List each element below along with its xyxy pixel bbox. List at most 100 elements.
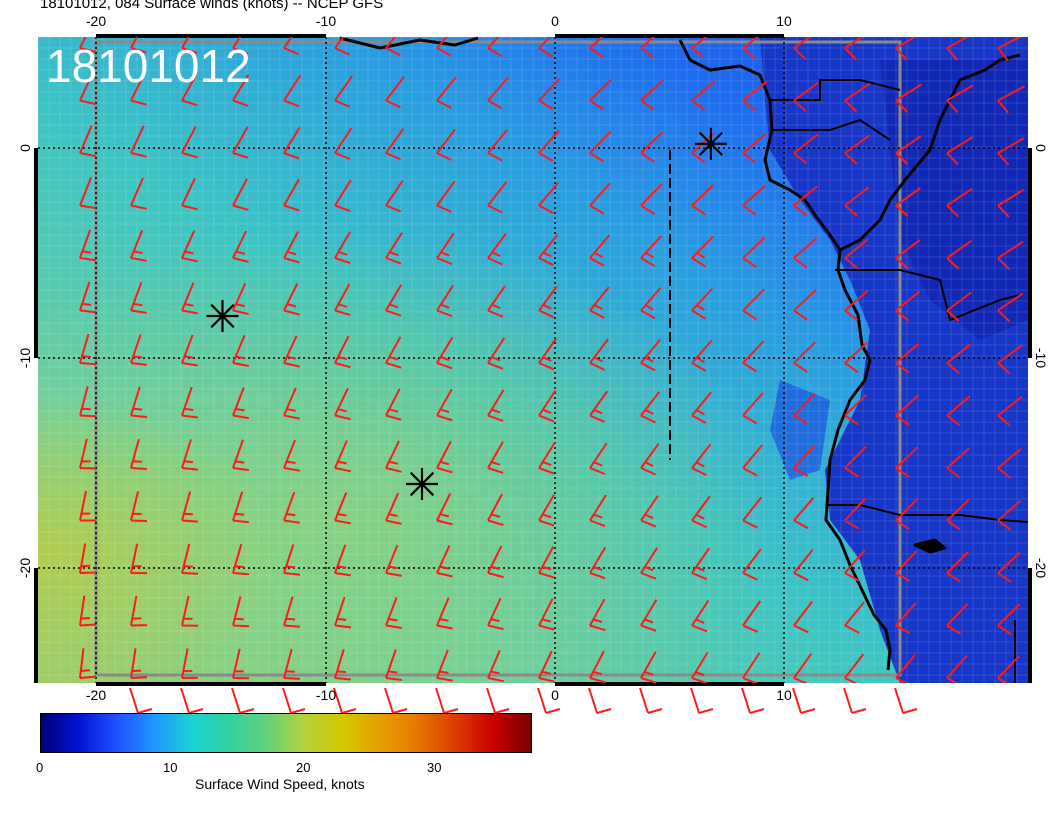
wind-barb — [487, 337, 506, 370]
wind-barb — [997, 448, 1022, 479]
wind-barb — [691, 37, 708, 59]
wind-barb — [283, 37, 300, 56]
wind-barb — [946, 136, 974, 166]
wind-barb — [895, 394, 919, 426]
wind-barb — [283, 491, 300, 524]
wind-barb — [181, 595, 199, 627]
wind-barb — [691, 391, 712, 424]
wind-barb — [283, 74, 302, 108]
wind-barb — [232, 648, 250, 680]
country-borders — [669, 79, 1029, 683]
wind-barb — [385, 544, 402, 577]
wind-barb — [588, 687, 612, 714]
wind-barb — [283, 231, 300, 264]
wind-barb — [793, 548, 814, 582]
wind-barb — [130, 648, 148, 679]
wind-barb — [538, 546, 555, 579]
wind-barb — [130, 229, 147, 262]
wind-barb — [844, 393, 868, 426]
lat-tick-left-0: 0 — [17, 144, 33, 152]
wind-barb — [538, 129, 560, 162]
wind-barb — [538, 37, 553, 58]
wind-barb — [742, 392, 764, 425]
wind-barb — [436, 493, 453, 526]
wind-barb — [793, 653, 813, 683]
wind-barb — [232, 230, 249, 263]
star-marker-central — [406, 468, 438, 500]
wind-barb — [436, 649, 453, 682]
wind-barb — [436, 336, 454, 370]
lon-tick-top-w10: -10 — [316, 13, 336, 29]
wind-barb — [844, 82, 871, 113]
wind-barb — [487, 650, 504, 683]
wind-barb — [487, 285, 506, 318]
wind-barb — [691, 547, 710, 581]
wind-barb — [181, 543, 199, 575]
wind-barb — [946, 291, 972, 322]
wind-barb — [742, 496, 763, 529]
wind-barb — [334, 283, 351, 317]
wind-barb — [895, 239, 921, 270]
wind-barb — [79, 333, 96, 366]
wind-barb — [130, 595, 148, 627]
wind-barb — [946, 395, 971, 427]
wind-barb — [589, 390, 609, 423]
wind-barb — [130, 281, 147, 314]
wind-barb — [79, 490, 96, 522]
wind-barb — [895, 498, 918, 531]
wind-barb — [690, 687, 714, 714]
wind-barb — [691, 287, 714, 320]
wind-barb — [742, 184, 767, 216]
wind-barb — [691, 651, 709, 683]
wind-barb — [436, 76, 457, 109]
wind-barb — [844, 653, 865, 683]
wind-barb — [79, 125, 96, 158]
wind-barb — [232, 37, 249, 55]
wind-barb — [742, 600, 762, 633]
wind-barb — [640, 235, 663, 268]
wind-barb — [997, 85, 1025, 114]
wind-barb — [997, 499, 1022, 531]
wind-barb — [589, 546, 607, 580]
wind-barb — [844, 238, 869, 269]
wind-barb — [589, 130, 612, 163]
wind-barb — [793, 393, 816, 425]
wind-barb — [538, 181, 560, 214]
lat-tick-left-s10: -10 — [17, 348, 33, 368]
wind-barb — [385, 492, 402, 525]
wind-barb — [232, 439, 250, 472]
wind-barb — [1049, 398, 1056, 426]
wind-barb — [946, 603, 969, 635]
wind-barb — [232, 282, 249, 315]
wind-barb — [181, 177, 198, 211]
wind-barb — [691, 80, 716, 112]
wind-barb — [895, 654, 916, 683]
wind-barb — [538, 650, 555, 683]
wind-barb — [385, 336, 402, 369]
wind-barb — [436, 180, 456, 213]
wind-barb — [487, 129, 508, 162]
wind-barb — [793, 600, 813, 634]
wind-barb — [946, 551, 969, 583]
wind-barb — [334, 231, 351, 264]
colorbar-tick-10: 10 — [163, 760, 178, 775]
wind-barb — [589, 286, 610, 319]
wind-barb — [79, 386, 97, 418]
wind-barb — [640, 183, 663, 215]
wind-barb — [640, 599, 658, 632]
wind-barb — [997, 240, 1024, 271]
lon-tick-bottom-e10: 10 — [776, 687, 792, 703]
wind-barb — [589, 494, 607, 528]
wind-barb — [895, 342, 920, 374]
wind-barb — [742, 236, 766, 268]
wind-barb — [436, 440, 453, 474]
wind-barb — [538, 233, 559, 267]
wind-barb — [283, 387, 300, 420]
wind-barb — [589, 598, 606, 632]
wind-barb — [130, 73, 147, 106]
lon-tick-bottom-w10: -10 — [316, 687, 336, 703]
wind-barb — [946, 37, 970, 61]
wind-barb — [793, 185, 818, 217]
wind-barb — [844, 601, 865, 634]
wind-barb — [538, 337, 558, 371]
